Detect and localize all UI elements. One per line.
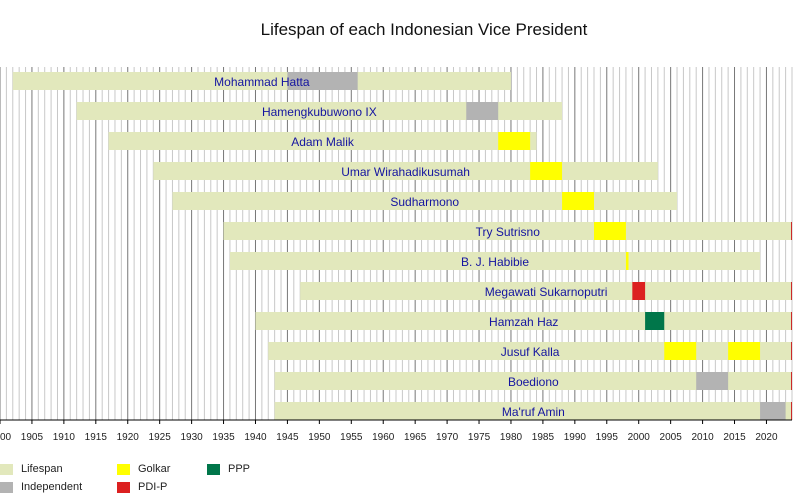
x-axis: 1900 1905 1910 1915 1920 1925 1930 1935 1940 1945… (0, 419, 792, 443)
x-tick-label-1915: 1915 (85, 432, 108, 443)
x-tick-label-2005: 2005 (660, 432, 683, 443)
x-tick-label-1935: 1935 (212, 432, 235, 443)
x-tick-label-1960: 1960 (372, 432, 395, 443)
legend-swatch-ppp (207, 463, 220, 475)
bar-label-hamzah-haz: Hamzah Haz (489, 315, 558, 329)
x-tick-label-1980: 1980 (500, 432, 523, 443)
lifespan-bar-mohammad-hatta (12, 72, 511, 90)
legend-label-golkar: Golkar (138, 463, 171, 475)
x-tick-label-1910: 1910 (53, 432, 76, 443)
x-tick-label-1920: 1920 (117, 432, 140, 443)
bar-label-jusuf-kalla: Jusuf Kalla (501, 345, 560, 359)
bar-label-sudharmono: Sudharmono (390, 195, 459, 209)
x-tick-label-1900: 1900 (0, 432, 12, 443)
x-tick-label-1975: 1975 (468, 432, 491, 443)
legend-item-independent: Independent (0, 481, 82, 493)
x-tick-label-1905: 1905 (21, 432, 44, 443)
x-tick-label-1955: 1955 (340, 432, 363, 443)
lifespan-bar-try-sutrisno (223, 222, 792, 240)
legend-swatch-golkar (117, 463, 130, 475)
x-tick-label-1940: 1940 (244, 432, 267, 443)
bar-label-hamengkubuwono-ix: Hamengkubuwono IX (262, 105, 377, 119)
term-bar-boediono-1 (696, 372, 729, 390)
chart-title: Lifespan of each Indonesian Vice Preside… (260, 20, 588, 39)
term-bar-hamzah-haz-1 (645, 312, 665, 330)
term-bar-mohammad-hatta-1 (287, 72, 358, 90)
term-bar-ma-ruf-amin-1 (760, 402, 786, 420)
legend-label-ppp: PPP (228, 463, 251, 475)
legend-swatch-independent (0, 481, 13, 493)
lifespan-bar-hamengkubuwono-ix (76, 102, 563, 120)
legend-label-independent: Independent (21, 481, 83, 493)
x-tick-label-2000: 2000 (628, 432, 651, 443)
term-bar-b-j-habibie-1 (625, 252, 629, 270)
lifespan-bar-megawati-sukarnoputri (300, 282, 792, 300)
bar-label-adam-malik: Adam Malik (291, 135, 355, 149)
x-tick-label-1945: 1945 (276, 432, 299, 443)
lifespan-bar-sudharmono (172, 192, 678, 210)
x-tick-label-1990: 1990 (564, 432, 587, 443)
bar-label-ma-ruf-amin: Ma'ruf Amin (502, 405, 565, 419)
lifespan-bar-jusuf-kalla (268, 342, 792, 360)
bars-layer (12, 72, 793, 420)
lifespan-bar-boediono (274, 372, 793, 390)
legend-swatch-lifespan (0, 463, 13, 475)
term-bar-jusuf-kalla-2 (728, 342, 761, 360)
gridlines (0, 67, 793, 420)
bar-label-try-sutrisno: Try Sutrisno (476, 225, 541, 239)
x-tick-label-1925: 1925 (149, 432, 172, 443)
x-tick-label-1965: 1965 (404, 432, 427, 443)
bar-label-mohammad-hatta: Mohammad Hatta (214, 75, 310, 89)
term-bar-megawati-sukarnoputri-1 (632, 282, 646, 300)
timeline-chart: Mohammad Hatta Hamengkubuwono IX Adam Mali… (0, 67, 793, 443)
term-bar-adam-malik-1 (498, 132, 531, 150)
legend-item-ppp: PPP (207, 463, 250, 475)
bar-label-b-j-habibie: B. J. Habibie (461, 255, 529, 269)
lifespan-bar-ma-ruf-amin (274, 402, 793, 420)
x-tick-label-1995: 1995 (596, 432, 619, 443)
bar-label-umar-wirahadikusumah: Umar Wirahadikusumah (341, 165, 470, 179)
bar-labels-layer: Mohammad Hatta Hamengkubuwono IX Adam Mali… (214, 75, 607, 419)
legend: Lifespan Independent Golkar PDI-P PPP (0, 460, 800, 500)
bar-label-megawati-sukarnoputri: Megawati Sukarnoputri (485, 285, 608, 299)
x-tick-label-2010: 2010 (691, 432, 714, 443)
x-tick-label-1930: 1930 (180, 432, 203, 443)
legend-item-golkar: Golkar (117, 463, 170, 475)
x-tick-label-2020: 2020 (755, 432, 778, 443)
x-tick-label-1950: 1950 (308, 432, 331, 443)
legend-item-pdi-p: PDI-P (117, 481, 167, 493)
term-bar-jusuf-kalla-1 (664, 342, 697, 360)
legend-label-lifespan: Lifespan (21, 463, 63, 475)
legend-swatch-pdi-p (117, 481, 130, 493)
term-bar-try-sutrisno-1 (594, 222, 626, 240)
x-tick-label-1970: 1970 (436, 432, 459, 443)
lifespan-bar-adam-malik (108, 132, 537, 150)
term-bar-hamengkubuwono-ix-1 (466, 102, 499, 120)
term-bar-sudharmono-1 (562, 192, 594, 210)
x-tick-label-1985: 1985 (532, 432, 555, 443)
bar-label-boediono: Boediono (508, 375, 559, 389)
legend-item-lifespan: Lifespan (0, 463, 63, 475)
x-tick-label-2015: 2015 (723, 432, 746, 443)
legend-label-pdi-p: PDI-P (138, 481, 168, 493)
term-bar-umar-wirahadikusumah-1 (530, 162, 563, 180)
